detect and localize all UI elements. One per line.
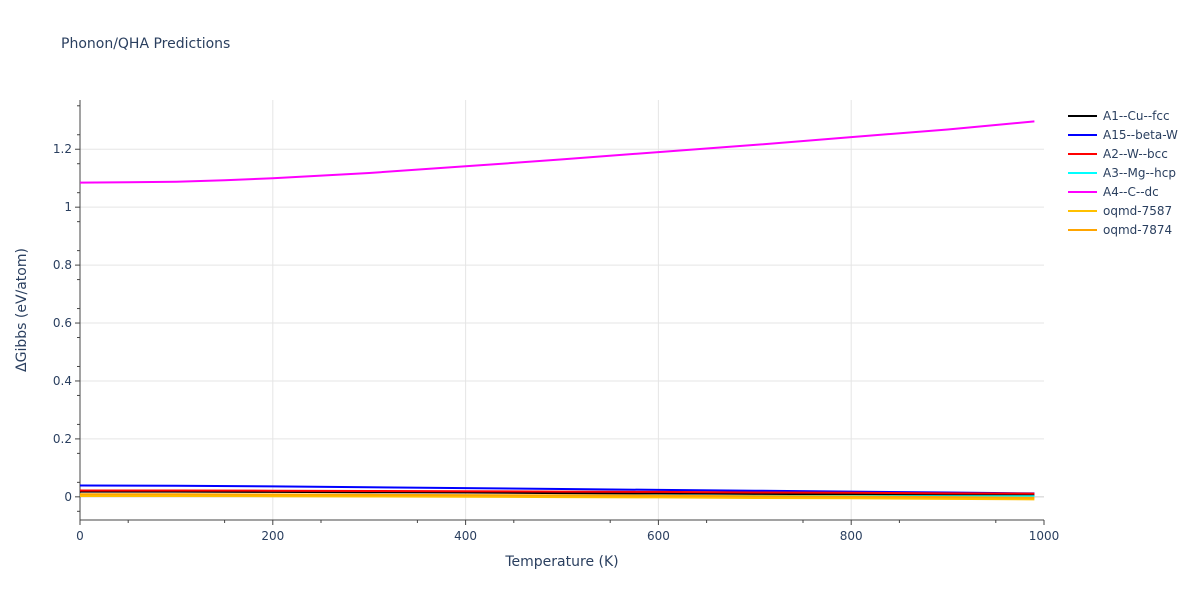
legend-label: A2--W--bcc bbox=[1103, 146, 1168, 161]
legend-item-a3-mg-hcp[interactable]: A3--Mg--hcp bbox=[1068, 163, 1178, 182]
legend-label: A15--beta-W bbox=[1103, 127, 1178, 142]
legend-swatch bbox=[1068, 228, 1097, 231]
legend-item-a2-w-bcc[interactable]: A2--W--bcc bbox=[1068, 144, 1178, 163]
y-tick-label: 0.8 bbox=[53, 258, 72, 272]
legend-item-a4-c-dc[interactable]: A4--C--dc bbox=[1068, 182, 1178, 201]
tick-labels-layer: 0 200 400 600 800 1000 0 0.2 0.4 0.6 0.8 1 1.2 bbox=[53, 142, 1059, 543]
series-line-a1-cu-fcc bbox=[80, 490, 1035, 497]
legend-swatch bbox=[1068, 171, 1097, 174]
x-tick-label: 400 bbox=[454, 529, 477, 543]
series-line-oqmd-7587 bbox=[80, 495, 1035, 501]
series-line-oqmd-7874 bbox=[80, 493, 1035, 499]
y-tick-label: 0.2 bbox=[53, 432, 72, 446]
series-line-a15-beta-w bbox=[79, 484, 1035, 495]
x-tick-label: 600 bbox=[647, 529, 670, 543]
legend-item-oqmd-7587[interactable]: oqmd-7587 bbox=[1068, 201, 1178, 220]
series-layer bbox=[79, 120, 1035, 501]
legend-label: A4--C--dc bbox=[1103, 184, 1159, 199]
series-line-a2-w-bcc bbox=[80, 489, 1035, 495]
legend-item-oqmd-7874[interactable]: oqmd-7874 bbox=[1068, 220, 1178, 239]
legend-swatch bbox=[1068, 209, 1097, 212]
y-tick-label: 1 bbox=[64, 200, 72, 214]
legend-swatch bbox=[1068, 133, 1097, 136]
legend-label: oqmd-7874 bbox=[1103, 222, 1173, 237]
x-tick-label: 200 bbox=[261, 529, 284, 543]
legend: A1--Cu--fcc A15--beta-W A2--W--bcc A3--Mg--… bbox=[1068, 106, 1178, 239]
x-tick-label: 0 bbox=[76, 529, 84, 543]
y-axis-title: ΔGibbs (eV/atom) bbox=[14, 248, 30, 372]
legend-swatch bbox=[1068, 152, 1097, 155]
legend-swatch bbox=[1068, 190, 1097, 193]
x-axis-title: Temperature (K) bbox=[505, 554, 619, 570]
y-tick-label: 1.2 bbox=[53, 142, 72, 156]
legend-item-a15-beta-w[interactable]: A15--beta-W bbox=[1068, 125, 1178, 144]
x-tick-label: 800 bbox=[840, 529, 863, 543]
y-tick-label: 0.4 bbox=[53, 374, 72, 388]
y-tick-label: 0 bbox=[64, 490, 72, 504]
legend-label: A1--Cu--fcc bbox=[1103, 108, 1170, 123]
x-tick-label: 1000 bbox=[1029, 529, 1060, 543]
legend-label: oqmd-7587 bbox=[1103, 203, 1173, 218]
series-line-a4-c-dc bbox=[79, 120, 1035, 184]
y-tick-label: 0.6 bbox=[53, 316, 72, 330]
legend-item-a1-cu-fcc[interactable]: A1--Cu--fcc bbox=[1068, 106, 1178, 125]
chart-title: Phonon/QHA Predictions bbox=[61, 36, 231, 52]
legend-label: A3--Mg--hcp bbox=[1103, 165, 1176, 180]
axes-layer bbox=[75, 100, 1045, 525]
legend-swatch bbox=[1068, 114, 1097, 117]
grid-layer bbox=[80, 100, 1044, 520]
